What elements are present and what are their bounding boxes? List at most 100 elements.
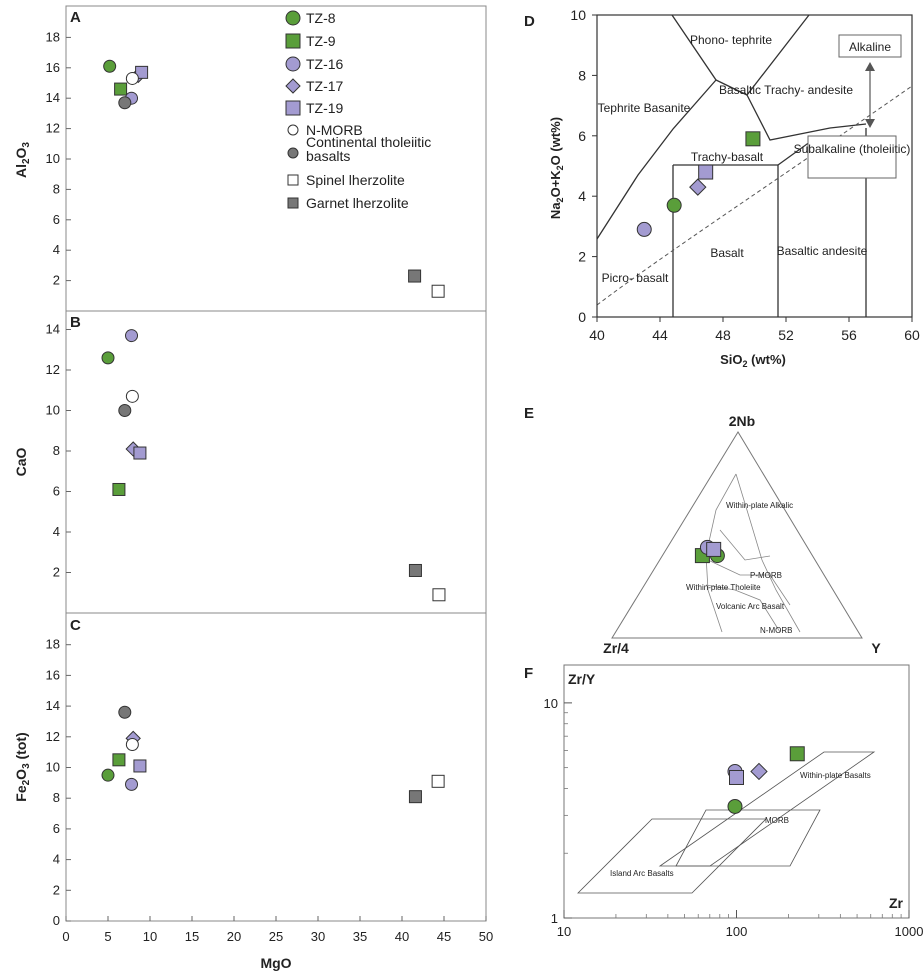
panel-c-ytick-label: 16 [46, 667, 60, 682]
panel-d-field-phonotephrite: Phono- tephrite [690, 33, 772, 47]
panel-d-field-bta: Basaltic Trachy- andesite [719, 83, 853, 97]
panel-a-point-tz-8 [103, 59, 117, 73]
panel-b-point-tz-9 [112, 482, 126, 496]
legend-label-spinel-lherzolite: Spinel lherzolite [306, 172, 405, 188]
panel-b-point-spinel-lherzolite [432, 588, 446, 602]
panel-a-ytick-label: 2 [53, 273, 60, 288]
panel-f-xtick-label: 100 [726, 924, 748, 939]
legend-label-tz-19: TZ-19 [306, 100, 344, 116]
panel-b-ytick-label: 2 [53, 565, 60, 580]
panel-d-ytick-label: 4 [578, 188, 586, 204]
legend-label-garnet-lherzolite: Garnet lherzolite [306, 195, 409, 211]
legend-marker-tz-8 [285, 10, 301, 26]
panel-d-letter: D [524, 13, 535, 30]
panel-b-point-tz-19 [133, 446, 147, 460]
panel-f-xtick-label: 1000 [895, 924, 924, 939]
legend-label-tz-16: TZ-16 [306, 56, 344, 72]
panel-d-arrow-down [865, 119, 875, 128]
panel-c-ytick-label: 14 [46, 698, 60, 713]
panel-d-xtick-label: 48 [715, 327, 731, 343]
legend-label-tz-8: TZ-8 [306, 10, 336, 26]
panel-d-point-tz-17 [689, 178, 707, 196]
panel-f-field-morb: MORB [765, 816, 789, 825]
legend: TZ-8 TZ-9 TZ-16 TZ-17 TZ-19 N-MORBContinental… [285, 10, 431, 211]
panel-b-ytick-label: 12 [46, 362, 60, 377]
panel-c-xtick-label: 20 [227, 929, 241, 944]
panel-a-ytick-label: 12 [46, 121, 60, 136]
panel-f-point-tz-8 [727, 798, 743, 814]
legend-label-n-morb: N-MORB [306, 122, 363, 138]
panel-c-ytick-label: 0 [53, 913, 60, 928]
panel-c-xtick-label: 50 [479, 929, 493, 944]
panel-b-point-continental-tholeiitic-basalts [118, 404, 132, 417]
panel-e-field-vab: Volcanic Arc Basalt [716, 602, 785, 611]
panel-c-xtick-label: 15 [185, 929, 199, 944]
panel-d-xtick-label: 40 [589, 327, 605, 343]
panel-a-ytick-label: 6 [53, 212, 60, 227]
panel-b-ytick-label: 6 [53, 484, 60, 499]
panel-d-field-basalt: Basalt [710, 246, 744, 260]
panel-b-frame [65, 310, 487, 614]
panel-d-point-tz-19 [698, 164, 714, 180]
panel-c-point-n-morb [125, 737, 139, 751]
panel-d-field-basaltic-andesite: Basaltic andesite [777, 244, 868, 258]
panel-c-ytick-label: 8 [53, 790, 60, 805]
panel-d-boundaries [596, 14, 867, 317]
panel-c-xtick-label: 5 [104, 929, 111, 944]
panel-b-ytick-label: 14 [46, 322, 60, 337]
panel-f-xlabel: Zr [889, 895, 904, 911]
panel-e-vertex-left: Zr/4 [603, 640, 629, 656]
panel-e-triangle [611, 431, 863, 639]
panel-d-xtick-label: 60 [904, 327, 920, 343]
panel-b-ytick-label: 10 [46, 403, 60, 418]
legend-label-tz-17: TZ-17 [306, 78, 344, 94]
panel-d-arrow-up [865, 62, 875, 71]
legend-marker-n-morb [287, 124, 299, 136]
panel-b-ytick-label: 4 [53, 524, 60, 539]
panel-d-field-tephrite: Tephrite Basanite [598, 101, 691, 115]
panel-d-alkaline-box [838, 34, 902, 58]
panel-e-point-tz-19 [706, 541, 722, 557]
legend-marker-garnet-lherzolite [287, 197, 299, 209]
panel-c-ytick-label: 10 [46, 760, 60, 775]
panel-f-xtick-label: 10 [557, 924, 571, 939]
panel-c-xtick-label: 25 [269, 929, 283, 944]
panel-c-point-garnet-lherzolite [408, 790, 422, 804]
panel-f-point-tz-9 [789, 746, 805, 762]
panel-d-label-alkaline: Alkaline [849, 40, 891, 54]
panel-c-xlabel: MgO [260, 955, 291, 971]
panel-f-point-tz-19 [729, 769, 744, 785]
panel-e-field-nmorb: N-MORB [760, 626, 792, 635]
panel-c-xtick-label: 30 [311, 929, 325, 944]
panel-c-ytick-label: 6 [53, 821, 60, 836]
panel-d-frame [596, 14, 913, 318]
panel-a-point-n-morb [125, 71, 139, 85]
panel-a-ytick-label: 18 [46, 29, 60, 44]
panel-b-point-tz-16 [125, 329, 139, 343]
panel-d-ytick-label: 10 [570, 7, 586, 23]
panel-a-point-spinel-lherzolite [431, 284, 445, 298]
panel-a-letter: A [70, 9, 81, 26]
panel-a-point-tz-9 [114, 82, 128, 96]
panel-b-ylabel: CaO [13, 448, 29, 477]
panel-c-point-tz-9 [112, 753, 126, 767]
panel-f-fields [577, 751, 876, 894]
panel-a-point-tz-19 [135, 65, 149, 79]
panel-c-frame [65, 612, 487, 922]
panel-b-ytick-label: 8 [53, 443, 60, 458]
panel-c-letter: C [70, 617, 81, 634]
panel-d-ytick-label: 8 [578, 67, 586, 83]
marks-layer [101, 59, 805, 814]
panel-d-xlabel: SiO2 (wt%) [720, 352, 786, 369]
panel-c-xtick-label: 45 [437, 929, 451, 944]
panel-d-subalkaline-box [807, 135, 897, 179]
panel-d-point-tz-8 [666, 197, 682, 213]
panel-d-alkaline-divider [596, 85, 913, 306]
panel-f-frame [563, 664, 910, 919]
panel-d-field-picrobasalt: Picro- basalt [602, 271, 669, 285]
panel-c-point-continental-tholeiitic-basalts [118, 705, 132, 719]
panel-a-ytick-label: 4 [53, 242, 60, 257]
panel-e-field-wpa: Within-plate Alkalic [726, 501, 793, 510]
panel-f-letter: F [524, 665, 533, 682]
